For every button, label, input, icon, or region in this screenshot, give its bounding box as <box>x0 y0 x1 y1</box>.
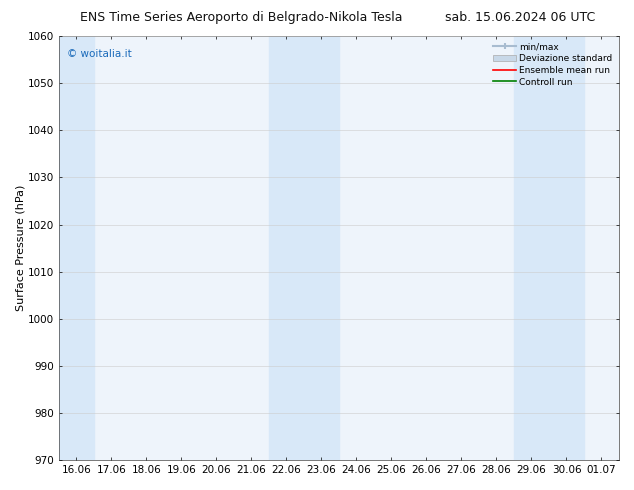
Text: © woitalia.it: © woitalia.it <box>67 49 132 59</box>
Text: sab. 15.06.2024 06 UTC: sab. 15.06.2024 06 UTC <box>445 11 595 24</box>
Legend: min/max, Deviazione standard, Ensemble mean run, Controll run: min/max, Deviazione standard, Ensemble m… <box>491 41 614 88</box>
Bar <box>59 36 94 460</box>
Text: ENS Time Series Aeroporto di Belgrado-Nikola Tesla: ENS Time Series Aeroporto di Belgrado-Ni… <box>80 11 402 24</box>
Bar <box>269 36 339 460</box>
Bar <box>514 36 584 460</box>
Y-axis label: Surface Pressure (hPa): Surface Pressure (hPa) <box>15 185 25 311</box>
